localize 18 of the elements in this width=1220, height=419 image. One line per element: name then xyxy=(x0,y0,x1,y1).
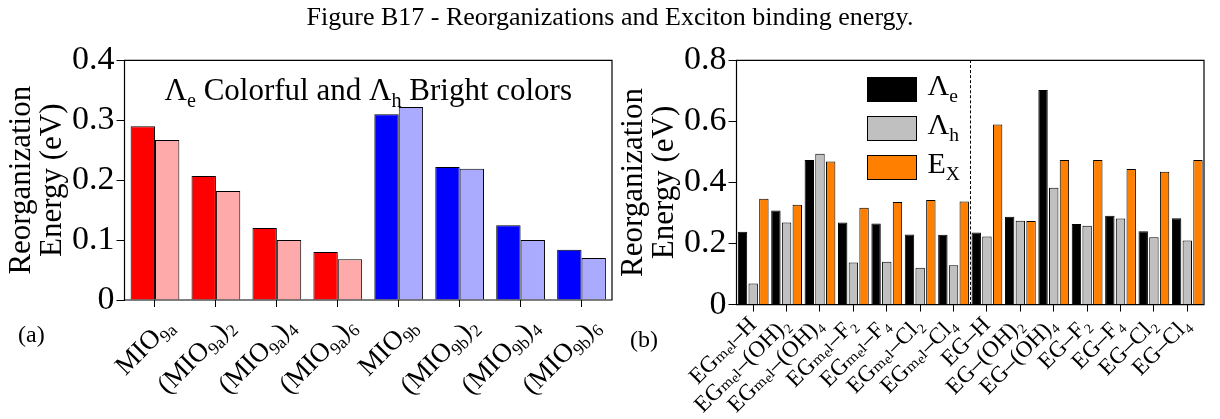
legend-label: E$_{X}$ xyxy=(927,145,960,184)
y-axis-title: Reorganization Energy (eV) xyxy=(1,85,68,275)
legend-label: Λ$_{h}$ xyxy=(927,106,959,145)
text: (b) xyxy=(630,325,658,352)
y-tick-label: 0.4 xyxy=(684,161,727,199)
y-tick-label: 0 xyxy=(709,283,727,321)
text: (a) xyxy=(18,321,45,347)
y-tick-label: 0.6 xyxy=(684,100,727,138)
y-tick-label: 0.2 xyxy=(684,222,727,260)
chart-title: Figure B17 - Reorganizations and Exciton binding energy. xyxy=(305,2,915,32)
y-tick-label: 0.3 xyxy=(72,99,115,137)
y-tick-label: 0 xyxy=(97,278,115,316)
y-tick-label: 0.2 xyxy=(72,159,115,197)
y-axis-title: Reorganization Energy (eV) xyxy=(613,87,680,277)
legend-label: Λ$_{e}$ xyxy=(927,67,958,106)
y-tick-label: 0.8 xyxy=(684,39,727,77)
y-tick-label: 0.1 xyxy=(72,219,115,257)
y-tick-label: 0.4 xyxy=(72,39,115,77)
